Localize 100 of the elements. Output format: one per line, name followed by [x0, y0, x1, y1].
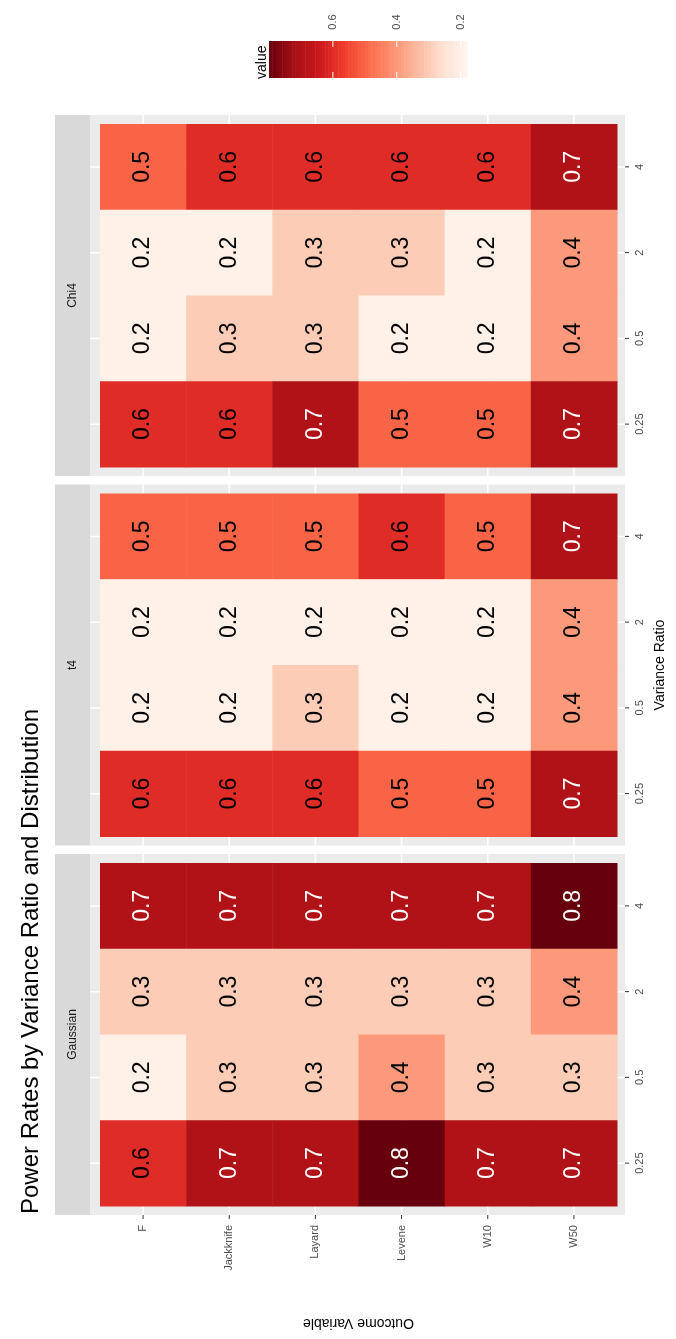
- data-label: 0.5: [473, 520, 500, 553]
- data-label: 0.2: [214, 606, 241, 639]
- data-label: 0.2: [128, 236, 155, 269]
- y-tick-label: 0.25: [633, 413, 646, 435]
- data-label: 0.2: [386, 606, 413, 639]
- x-tick-label: F: [136, 1224, 149, 1232]
- data-label: 0.6: [300, 150, 327, 183]
- data-label: 0.5: [300, 520, 327, 553]
- x-tick-label: W10: [480, 1225, 493, 1248]
- y-tick-label: 2: [633, 988, 646, 995]
- data-label: 0.7: [473, 1147, 500, 1180]
- x-tick-label: Layard: [308, 1225, 321, 1259]
- data-label: 0.7: [300, 889, 327, 922]
- y-tick-label: 4: [633, 533, 646, 540]
- data-label: 0.2: [386, 322, 413, 355]
- data-label: 0.5: [128, 520, 155, 553]
- data-label: 0.7: [386, 889, 413, 922]
- text: t4: [65, 659, 80, 671]
- data-label: 0.3: [473, 975, 500, 1008]
- data-label: 0.3: [214, 1061, 241, 1094]
- data-label: 0.7: [214, 889, 241, 922]
- data-label: 0.7: [559, 150, 586, 183]
- data-label: 0.3: [214, 322, 241, 355]
- y-tick-label: 4: [633, 163, 646, 170]
- data-label: 0.4: [559, 605, 586, 639]
- y-tick-label: 0.5: [633, 330, 646, 347]
- data-label: 0.2: [473, 691, 500, 724]
- text: Power Rates by Variance Ratio and Distribution: [16, 708, 44, 1214]
- data-label: 0.3: [128, 975, 155, 1008]
- y-tick-label: 4: [633, 902, 646, 909]
- data-label: 0.3: [300, 236, 327, 269]
- x-tick-label: Levene: [394, 1225, 407, 1262]
- data-label: 0.6: [386, 520, 413, 553]
- data-label: 0.4: [559, 975, 586, 1008]
- data-label: 0.6: [214, 408, 241, 441]
- data-label: 0.7: [214, 1147, 241, 1180]
- y-tick-label: 0.5: [633, 1069, 646, 1086]
- data-label: 0.6: [386, 150, 413, 183]
- data-label: 0.2: [128, 322, 155, 355]
- data-label: 0.5: [473, 408, 500, 441]
- data-label: 0.7: [559, 1147, 586, 1180]
- y-tick-label: 2: [633, 249, 646, 256]
- data-label: 0.6: [473, 150, 500, 183]
- color-bar-title: value: [252, 45, 269, 79]
- y-tick-label: 0.25: [633, 782, 646, 805]
- data-label: 0.5: [473, 777, 500, 810]
- data-label: 0.7: [300, 408, 327, 441]
- x-tick-label: W50: [566, 1225, 579, 1248]
- y-tick-label: 2: [633, 619, 646, 626]
- data-label: 0.2: [473, 606, 500, 639]
- data-label: 0.3: [300, 322, 327, 355]
- data-label: 0.3: [386, 236, 413, 269]
- data-label: 0.5: [128, 150, 155, 183]
- data-label: 0.8: [559, 889, 586, 922]
- data-label: 0.7: [559, 408, 586, 441]
- data-label: 0.2: [128, 606, 155, 639]
- data-label: 0.2: [214, 236, 241, 269]
- data-label: 0.2: [128, 691, 155, 724]
- data-label: 0.2: [214, 691, 241, 724]
- data-label: 0.3: [559, 1061, 586, 1094]
- data-label: 0.4: [386, 1061, 413, 1094]
- data-label: 0.2: [386, 691, 413, 724]
- data-label: 0.2: [128, 1061, 155, 1094]
- data-label: 0.4: [559, 691, 586, 724]
- data-label: 0.6: [214, 150, 241, 183]
- color-bar-label: 0.6: [325, 14, 338, 30]
- data-label: 0.3: [473, 1061, 500, 1094]
- color-bar-label: 0.4: [389, 14, 402, 30]
- data-label: 0.7: [128, 889, 155, 922]
- data-label: 0.2: [300, 606, 327, 639]
- y-axis-title: Variance Ratio: [650, 619, 667, 711]
- color-bar-label: 0.2: [453, 14, 466, 30]
- data-label: 0.3: [300, 691, 327, 724]
- data-label: 0.7: [300, 1147, 327, 1180]
- data-label: 0.2: [473, 236, 500, 269]
- x-tick-label: Jackknife: [222, 1225, 235, 1271]
- data-label: 0.4: [559, 322, 586, 355]
- data-label: 0.7: [473, 889, 500, 922]
- y-tick-label: 0.25: [633, 1152, 646, 1174]
- data-label: 0.5: [386, 408, 413, 441]
- data-label: 0.3: [214, 975, 241, 1008]
- data-label: 0.7: [559, 777, 586, 810]
- data-label: 0.6: [128, 1147, 155, 1180]
- data-label: 0.6: [128, 408, 155, 441]
- data-label: 0.7: [559, 520, 586, 553]
- data-label: 0.6: [214, 777, 241, 810]
- data-label: 0.5: [214, 520, 241, 553]
- x-axis-title: Outcome Variable: [302, 1316, 415, 1333]
- data-label: 0.6: [300, 777, 327, 810]
- text: Chi4: [65, 282, 80, 308]
- data-label: 0.8: [386, 1147, 413, 1180]
- data-label: 0.3: [300, 1061, 327, 1094]
- data-label: 0.4: [559, 236, 586, 269]
- y-tick-label: 0.5: [633, 700, 646, 716]
- data-label: 0.3: [300, 975, 327, 1008]
- data-label: 0.3: [386, 975, 413, 1008]
- data-label: 0.6: [128, 777, 155, 810]
- data-label: 0.2: [473, 322, 500, 355]
- text: Gaussian: [65, 1009, 80, 1060]
- data-label: 0.5: [386, 777, 413, 810]
